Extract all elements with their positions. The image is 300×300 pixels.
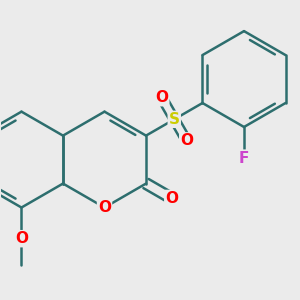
Text: O: O [98, 200, 111, 215]
Text: F: F [239, 151, 249, 166]
Text: O: O [155, 90, 168, 105]
Text: O: O [15, 231, 28, 246]
Text: S: S [169, 112, 180, 127]
Text: O: O [180, 134, 193, 148]
Text: O: O [165, 191, 178, 206]
